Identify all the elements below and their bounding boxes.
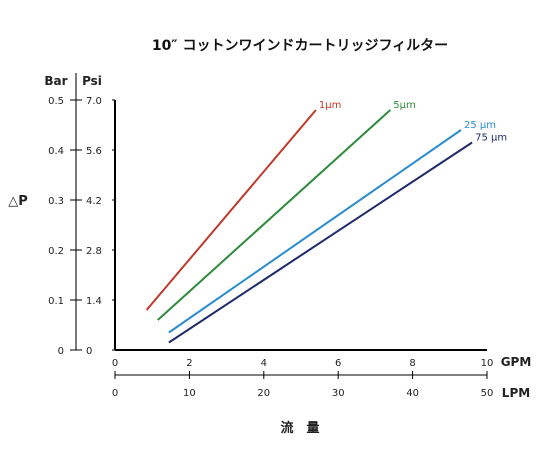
x-tick-label-gpm: 4 [261, 358, 267, 369]
x-tick-label-lpm: 30 [332, 388, 345, 399]
y-axis-title: △P [8, 194, 28, 209]
x-tick-label-lpm: 10 [183, 388, 196, 399]
y-tick-label-psi: 0 [86, 346, 92, 357]
x-unit-lpm: LPM [502, 386, 530, 400]
x-tick-label-gpm: 6 [335, 358, 341, 369]
series-line [168, 141, 473, 344]
series-label: 1μm [319, 100, 341, 111]
y-tick-label-psi: 5.6 [86, 146, 102, 157]
axes [114, 100, 487, 376]
series-line [157, 109, 391, 321]
x-tick-label-gpm: 0 [112, 358, 118, 369]
x-tick-label-lpm: 50 [481, 388, 494, 399]
series: 1μm 5μm 25 μm 75 μm [145, 100, 507, 344]
y-tick-label-bar: 0.4 [48, 146, 64, 157]
y-tick-label-psi: 2.8 [86, 246, 102, 257]
y-tick-label-bar: 0.2 [48, 246, 64, 257]
y-tick-label-psi: 7.0 [86, 96, 102, 107]
y-tick-label-psi: 1.4 [86, 296, 102, 307]
y-tick-label-bar: 0.1 [48, 296, 64, 307]
x-tick-label-gpm: 10 [481, 358, 494, 369]
x-unit-gpm: GPM [501, 355, 532, 369]
x-tick-label-lpm: 20 [257, 388, 270, 399]
y-tick-label-bar: 0.5 [48, 96, 64, 107]
x-tick-label-lpm: 0 [112, 388, 118, 399]
series-label: 75 μm [475, 133, 507, 144]
y-unit-bar: Bar [44, 74, 67, 88]
x-tick-label-gpm: 2 [186, 358, 192, 369]
x-axis-title: 流 量 [280, 420, 319, 436]
y-tick-label-bar: 0.3 [48, 196, 64, 207]
y-unit-psi: Psi [82, 74, 102, 88]
y-tick-label-bar: 0 [58, 346, 64, 357]
series-line [168, 129, 462, 334]
y-tick-label-psi: 4.2 [86, 196, 102, 207]
x-tick-label-lpm: 40 [406, 388, 419, 399]
series-label: 5μm [393, 100, 415, 111]
ticks: 0 0 0.1 1.4 0.2 2.8 0.3 4.2 0.4 5.6 0.5 7.0 0 0 2 10 4 20… [48, 96, 493, 399]
series-label: 25 μm [464, 120, 496, 131]
series-line [145, 109, 317, 311]
chart-title: 10″ コットンワインドカートリッジフィルター [152, 38, 448, 54]
x-tick-label-gpm: 8 [409, 358, 415, 369]
